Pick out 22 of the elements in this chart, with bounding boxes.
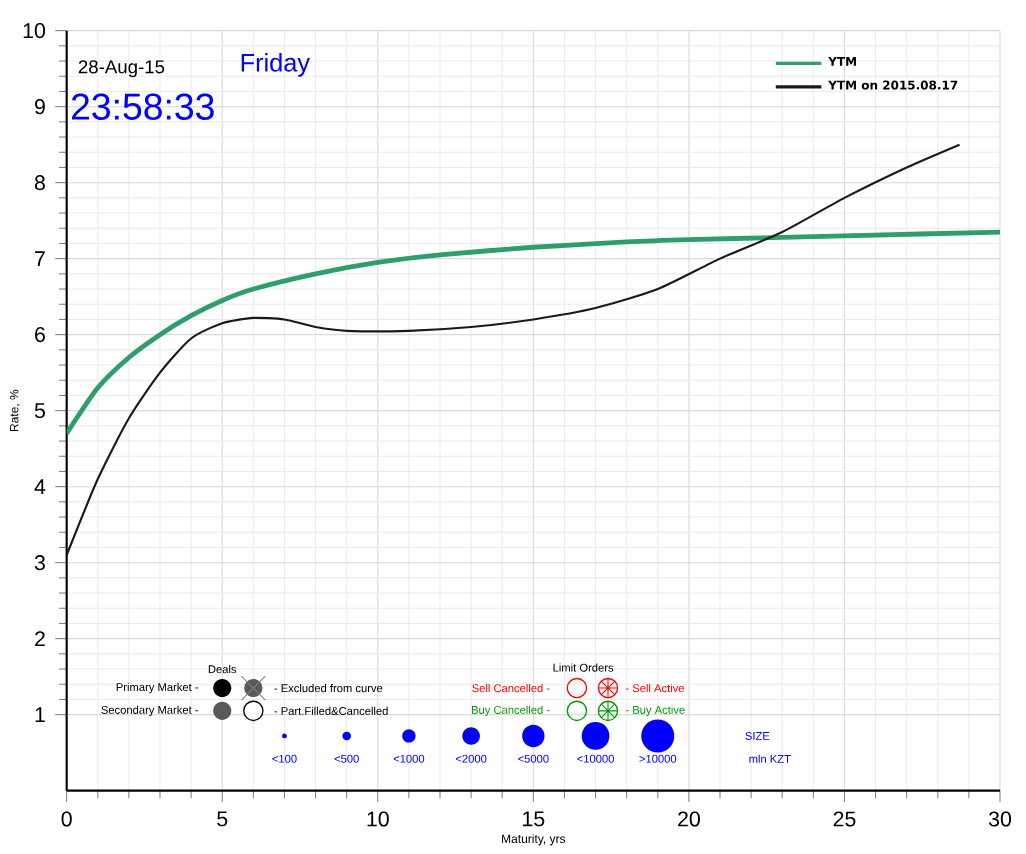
y-tick-label: 3 [34, 554, 45, 571]
line-series [66, 229, 1001, 436]
annotation: 28-Aug-15 [78, 60, 165, 77]
line-series [66, 143, 961, 557]
x-tick-label: 0 [61, 811, 72, 827]
x-tick-label: 15 [523, 811, 545, 827]
x-tick-label: 10 [367, 811, 389, 827]
y-tick-label: 6 [35, 326, 45, 343]
annotation: Friday [241, 52, 310, 77]
y-tick-label: 5 [34, 403, 45, 418]
x-tick-label: 5 [217, 811, 228, 827]
x-tick-label: 25 [833, 811, 856, 827]
y-tick-label: 1 [35, 707, 45, 722]
y-tick-label: 10 [23, 22, 46, 39]
x-tick-label: 20 [678, 811, 700, 827]
x-tick-label: 30 [988, 811, 1012, 827]
annotation: 23:58:33 [71, 93, 214, 120]
y-tick-label: 8 [34, 174, 45, 191]
y-tick-label: 4 [34, 479, 46, 494]
y-tick-label: 7 [35, 251, 45, 266]
y-tick-label: 2 [35, 631, 45, 646]
y-tick-label: 9 [35, 98, 45, 115]
